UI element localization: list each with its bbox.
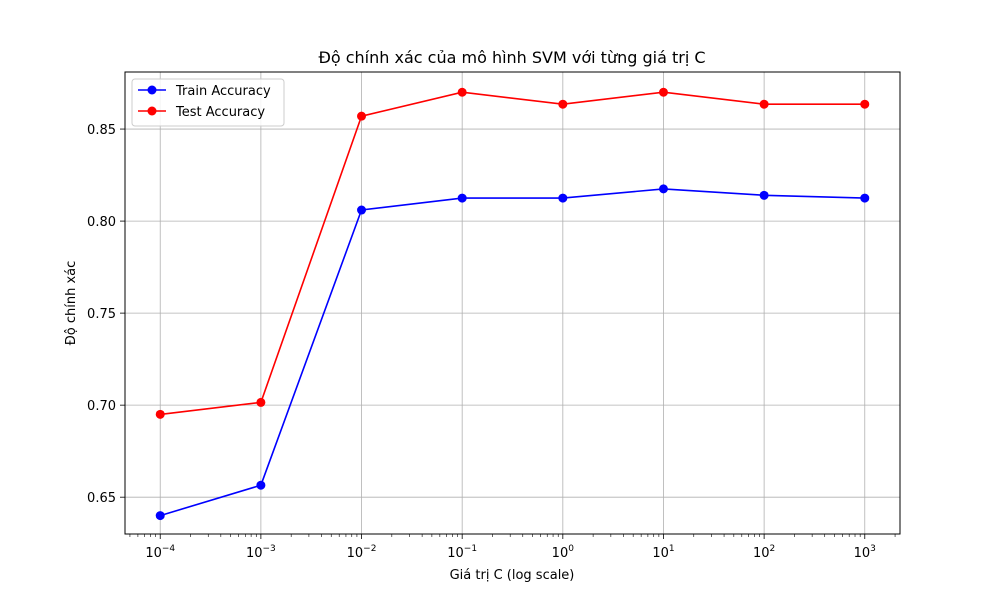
chart-title: Độ chính xác của mô hình SVM với từng gi… xyxy=(318,48,705,67)
y-tick-label: 0.85 xyxy=(87,123,116,138)
series-group xyxy=(155,87,870,521)
train-accuracy-line xyxy=(159,188,865,517)
y-tick-label: 0.65 xyxy=(87,491,116,506)
plot-frame xyxy=(124,71,901,535)
x-axis-label: Giá trị C (log scale) xyxy=(450,568,575,583)
grid-lines xyxy=(125,72,900,534)
y-axis-label: Độ chính xác xyxy=(64,261,79,346)
x-tick-label: 10−4 xyxy=(145,544,175,561)
legend: Train Accuracy Test Accuracy xyxy=(131,78,285,127)
train-accuracy-point xyxy=(457,193,467,203)
train-accuracy-point xyxy=(256,480,266,490)
test-accuracy-point xyxy=(558,99,568,109)
test-accuracy-point xyxy=(357,111,367,121)
x-tick-label: 100 xyxy=(552,544,575,561)
test-accuracy-line xyxy=(160,91,865,416)
legend-marker-test-accuracy xyxy=(147,106,157,116)
legend-label-train-accuracy: Train Accuracy xyxy=(175,84,271,99)
y-tick-label: 0.70 xyxy=(87,399,116,414)
train-accuracy-point xyxy=(759,190,769,200)
legend-box xyxy=(131,78,285,127)
test-accuracy-point xyxy=(155,409,165,419)
train-accuracy-point xyxy=(558,193,568,203)
train-accuracy-point xyxy=(658,184,668,194)
x-tick-label: 103 xyxy=(854,544,876,561)
train-accuracy-point xyxy=(357,205,367,215)
test-accuracy-point xyxy=(457,87,467,97)
x-tick-label: 10−2 xyxy=(347,544,377,561)
y-tick-label: 0.75 xyxy=(87,307,116,322)
train-accuracy-point xyxy=(860,193,870,203)
y-tick-label: 0.80 xyxy=(87,215,116,230)
test-accuracy-point xyxy=(256,397,266,407)
x-tick-label: 10−3 xyxy=(246,544,276,561)
legend-label-test-accuracy: Test Accuracy xyxy=(175,105,265,120)
legend-marker-train-accuracy xyxy=(147,85,157,95)
test-accuracy-point xyxy=(759,99,769,109)
test-accuracy-point xyxy=(658,87,668,97)
x-tick-label: 101 xyxy=(652,544,674,561)
test-accuracy-point xyxy=(860,99,870,109)
x-tick-label: 102 xyxy=(753,544,775,561)
train-accuracy-point xyxy=(155,511,165,521)
x-axis-ticks: 10−4 10−3 10−2 10−1 100 101 102 103 xyxy=(129,534,896,561)
y-axis-ticks: 0.65 0.70 0.75 0.80 0.85 xyxy=(87,123,125,506)
x-tick-label: 10−1 xyxy=(447,544,477,561)
